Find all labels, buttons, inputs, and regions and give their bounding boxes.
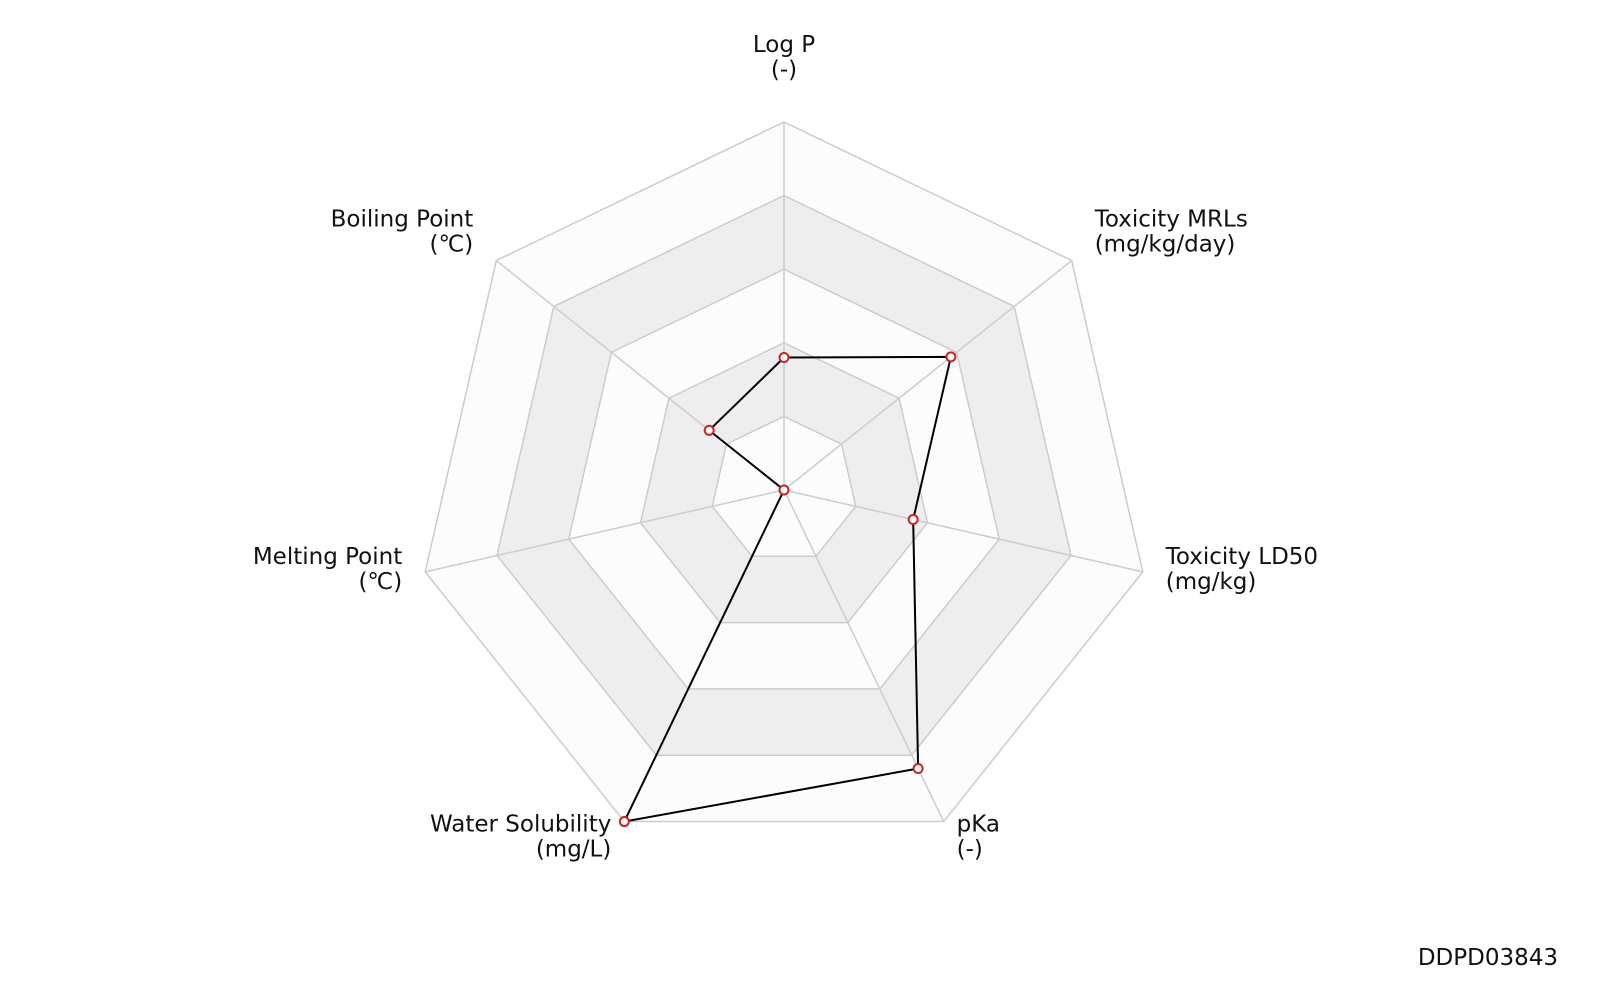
chart-id: DDPD03843 bbox=[1418, 945, 1558, 971]
axis-label: Water Solubility bbox=[430, 812, 611, 838]
axis-unit: (mg/kg/day) bbox=[1095, 232, 1236, 258]
data-point bbox=[945, 351, 957, 363]
axis-unit: (℃) bbox=[430, 232, 474, 258]
axis-label: Toxicity LD50 bbox=[1165, 544, 1318, 570]
data-point bbox=[778, 352, 790, 364]
axis-spoke bbox=[783, 489, 1143, 573]
axis-label: Log P bbox=[753, 32, 815, 58]
data-point bbox=[912, 763, 924, 775]
axis-unit: (-) bbox=[957, 837, 983, 863]
data-point bbox=[618, 816, 630, 828]
axis-label: pKa bbox=[957, 812, 1000, 838]
data-point bbox=[778, 484, 790, 496]
axis-unit: (-) bbox=[771, 57, 797, 83]
axis-label: Boiling Point bbox=[331, 207, 474, 233]
data-point bbox=[703, 424, 715, 436]
data-point bbox=[907, 513, 919, 525]
axis-unit: (℃) bbox=[358, 569, 402, 595]
axis-label: Toxicity MRLs bbox=[1094, 207, 1248, 233]
axis-spoke bbox=[783, 259, 1073, 491]
axis-unit: (mg/L) bbox=[536, 837, 612, 863]
axis-spoke bbox=[425, 489, 785, 573]
axis-unit: (mg/kg) bbox=[1166, 569, 1257, 595]
data-line bbox=[622, 355, 953, 823]
axis-label: Melting Point bbox=[253, 544, 402, 570]
